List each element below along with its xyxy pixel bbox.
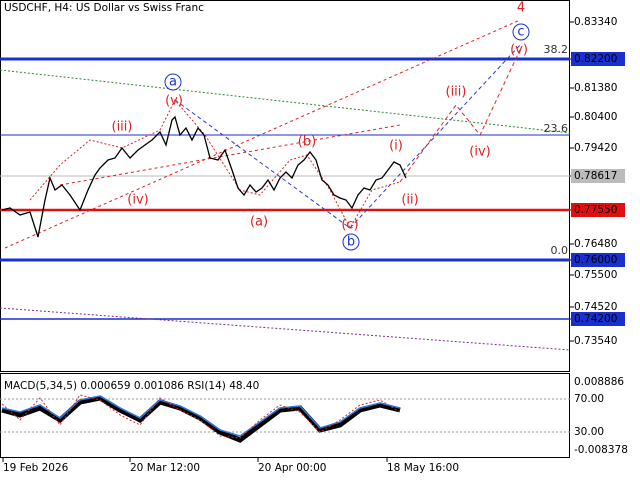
trend-line bbox=[0, 69, 571, 134]
price-label: 0.76480 bbox=[574, 238, 617, 250]
trend-line bbox=[0, 307, 571, 351]
wave-label: (v) bbox=[165, 94, 183, 109]
time-label: 20 Mar 12:00 bbox=[130, 462, 200, 474]
indicator-axis-label: 30.00 bbox=[574, 426, 604, 438]
wave-circle bbox=[512, 23, 530, 41]
chart-title: USDCHF, H4: US Dollar vs Swiss Franc bbox=[4, 2, 204, 14]
price-label: 0.79420 bbox=[574, 142, 617, 154]
main-frame bbox=[0, 0, 570, 372]
indicator-label: MACD(5,34,5) 0.000659 0.001086 RSI(14) 4… bbox=[4, 380, 259, 392]
price-label: 0.83340 bbox=[574, 16, 617, 28]
wave-label: (iv) bbox=[469, 145, 490, 160]
circled-label: a bbox=[169, 75, 177, 90]
wave-label: (b) bbox=[298, 135, 316, 150]
price-label: 0.77550 bbox=[574, 204, 617, 216]
price-box bbox=[571, 169, 625, 183]
price-label: 0.82200 bbox=[574, 53, 617, 65]
circled-label: c bbox=[517, 25, 524, 40]
wave-label: (iii) bbox=[112, 120, 133, 135]
wave-circle bbox=[164, 73, 182, 91]
price-label: 0.76000 bbox=[574, 254, 617, 266]
fib-label: 23.6 bbox=[544, 122, 569, 135]
wave-label: (iv) bbox=[127, 193, 148, 208]
price-label: 0.78617 bbox=[574, 170, 617, 182]
fib-label: 38.2 bbox=[544, 43, 569, 56]
wave-label: (ii) bbox=[401, 193, 418, 208]
wave-label: (v) bbox=[510, 43, 528, 58]
time-label: 19 Feb 2026 bbox=[3, 462, 69, 474]
rsi-line bbox=[1, 394, 401, 439]
price-label: 0.74200 bbox=[574, 313, 617, 325]
wave-label: 4 bbox=[517, 1, 525, 16]
wave-label: (c) bbox=[341, 218, 358, 233]
price-box bbox=[571, 312, 625, 326]
time-label: 20 Apr 00:00 bbox=[258, 462, 326, 474]
wave-label: (a) bbox=[250, 215, 268, 230]
wave-projection bbox=[399, 49, 521, 183]
price-box bbox=[571, 203, 625, 217]
price-label: 0.75500 bbox=[574, 269, 617, 281]
time-label: 18 May 16:00 bbox=[387, 462, 459, 474]
price-series bbox=[1, 115, 407, 238]
macd-histogram bbox=[1, 395, 401, 443]
wave-circle bbox=[342, 233, 360, 251]
channel-line bbox=[4, 19, 521, 249]
price-box bbox=[571, 253, 625, 267]
circled-label: b bbox=[347, 235, 355, 250]
wave-projection bbox=[174, 44, 521, 229]
indicator-axis-label: 0.008886 bbox=[574, 376, 624, 388]
price-box bbox=[571, 52, 625, 66]
indicator-axis-label: -0.008378 bbox=[574, 444, 628, 456]
price-label: 0.81380 bbox=[574, 82, 617, 94]
wave-label: (iii) bbox=[446, 85, 467, 100]
wave-label: (i) bbox=[389, 139, 403, 154]
indicator-axis-label: 70.00 bbox=[574, 393, 604, 405]
indicator-frame bbox=[0, 373, 570, 458]
fib-label: 0.0 bbox=[551, 244, 569, 257]
price-label: 0.80400 bbox=[574, 111, 617, 123]
price-label: 0.74520 bbox=[574, 301, 617, 313]
price-label: 0.73540 bbox=[574, 335, 617, 347]
